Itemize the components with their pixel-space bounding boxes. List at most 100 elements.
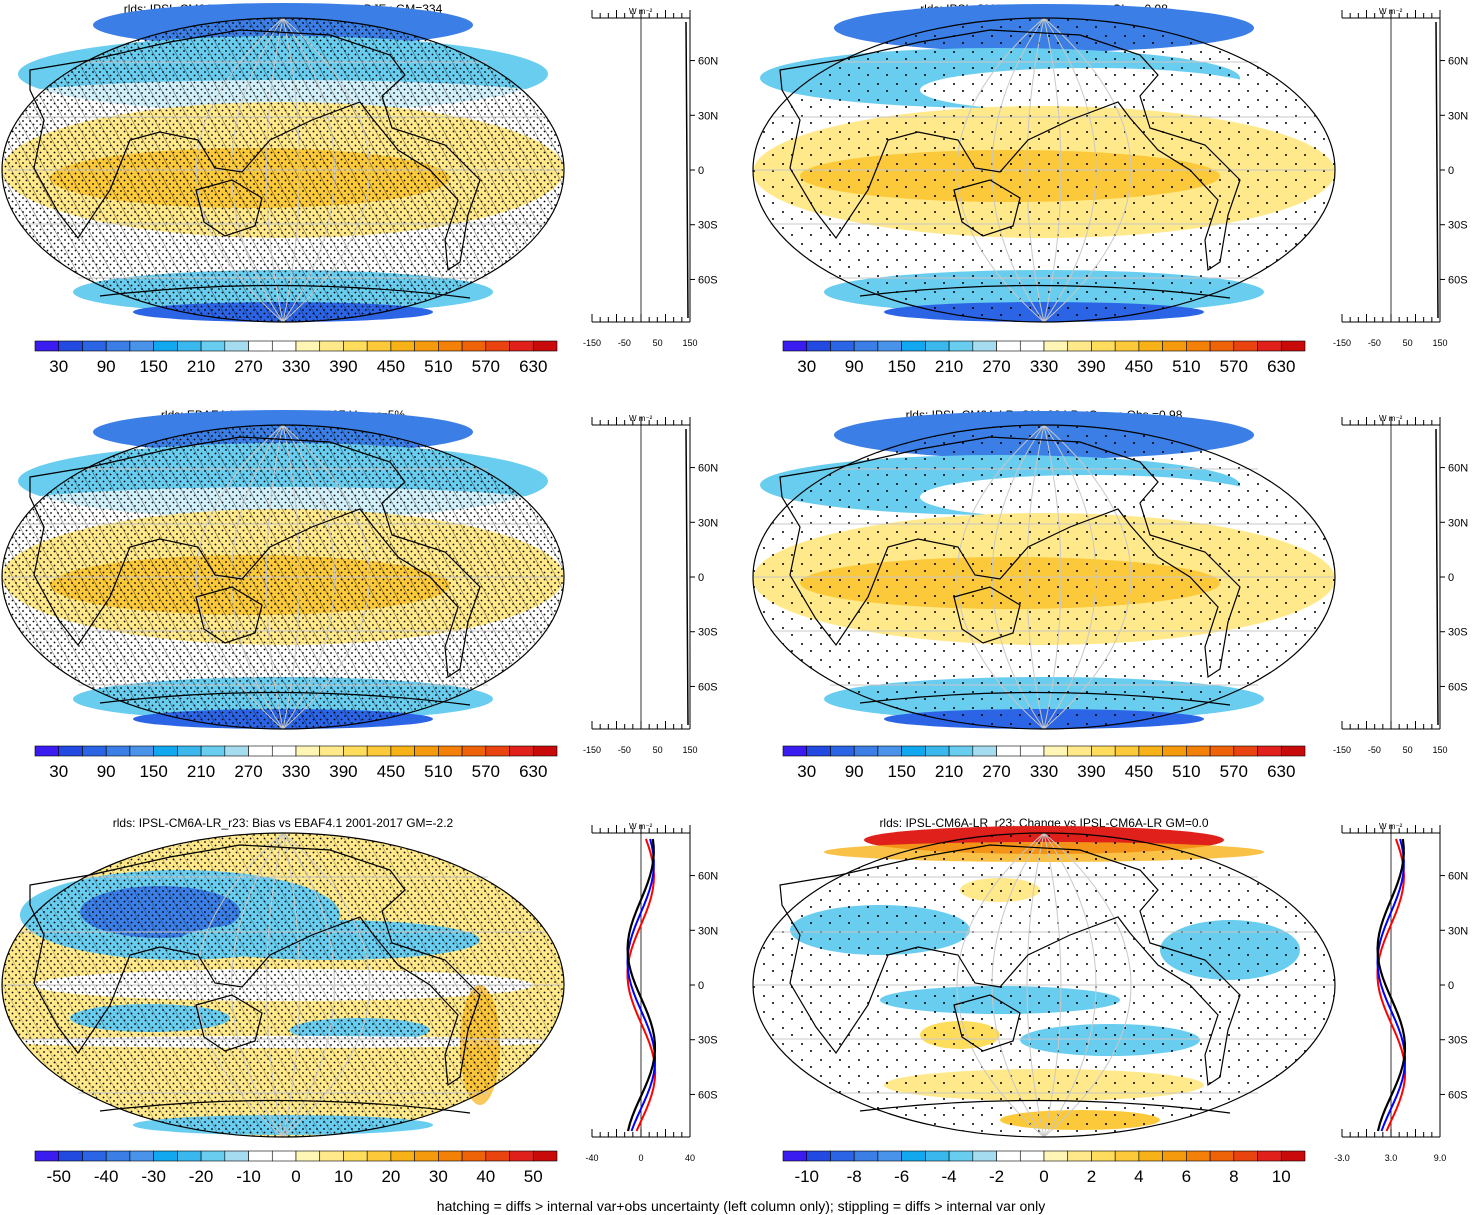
profile-unit-label: W m⁻²: [1379, 414, 1403, 423]
colorbar-swatch: [996, 340, 1021, 352]
colorbar-swatch: [485, 1150, 510, 1162]
colorbar-swatch: [782, 340, 808, 352]
profile-lat-tick-label: 30N: [698, 925, 718, 937]
colorbar-swatch: [1209, 340, 1235, 352]
colorbar-swatch: [105, 745, 131, 757]
profile-lat-tick-label: 30N: [1448, 925, 1468, 937]
colorbar-swatch: [532, 1150, 558, 1162]
colorbar-tick-label: 450: [1125, 762, 1153, 781]
profile-lat-tick-label: 0: [1448, 980, 1454, 992]
colorbar-swatch: [901, 1150, 926, 1162]
colorbar-swatch: [34, 745, 60, 757]
colorbar-swatch: [1019, 745, 1045, 757]
colorbar-swatch: [1067, 745, 1092, 757]
colorbar-tick-label: 210: [935, 357, 963, 376]
colorbar-swatch: [295, 1150, 321, 1162]
colorbar-swatch: [532, 340, 558, 352]
profile-x-tick-label: -50: [1368, 338, 1381, 348]
colorbar-swatch: [485, 745, 510, 757]
profile-lat-tick-label: 0: [698, 980, 704, 992]
colorbar-swatch: [948, 1150, 974, 1162]
colorbar-swatch: [1209, 1150, 1235, 1162]
colorbar-swatch: [153, 340, 178, 352]
panel-3-colorbar: 30 90 150 210 270 330 390 450 510 570 630: [34, 745, 558, 781]
colorbar-tick-label: -2: [989, 1167, 1004, 1186]
colorbar-swatch: [343, 745, 368, 757]
panel-5-map: [1, 832, 565, 1138]
profile-lat-tick-label: 30S: [1448, 220, 1468, 232]
colorbar-swatch: [830, 745, 855, 757]
colorbar-swatch: [129, 340, 154, 352]
colorbar-swatch: [438, 1150, 463, 1162]
profile-series-line: [1435, 21, 1439, 319]
colorbar-tick-label: 30: [797, 762, 816, 781]
panel-1-map: [0, 3, 573, 323]
colorbar-swatch: [343, 1150, 368, 1162]
colorbar-swatch: [366, 745, 392, 757]
panel-4-colorbar-labels: 30 90 150 210 270 330 390 450 510 570 630: [797, 762, 1295, 781]
panel-3-colorbar-blocks: [34, 745, 558, 757]
colorbar-tick-label: 210: [187, 762, 215, 781]
colorbar-tick-label: 30: [797, 357, 816, 376]
profile-lat-tick-label: 60N: [1448, 871, 1468, 883]
profile-series-line: [626, 838, 657, 1132]
profile-x-tick-label: -3.0: [1334, 1153, 1350, 1163]
colorbar-swatch: [177, 745, 202, 757]
colorbar-swatch: [901, 745, 926, 757]
colorbar-swatch: [295, 745, 321, 757]
panel-2-colorbar: 30 90 150 210 270 330 390 450 510 570 630: [782, 340, 1306, 376]
profile-x-tick-label: 150: [682, 745, 697, 755]
panel-2: rlds: IPSL-CM6A-LR_r23 PatCor vs Obs =0.…: [752, 2, 1468, 376]
colorbar-tick-label: -10: [794, 1167, 819, 1186]
panel-1-zonal-profile: W m⁻² 60N 30N 0 30S 60S -150 -50 50 150: [583, 7, 718, 348]
colorbar-swatch: [948, 745, 974, 757]
colorbar-swatch: [532, 745, 558, 757]
profile-x-tick-label: 150: [1432, 745, 1447, 755]
panel-4-zonal-profile: W m⁻² 60N 30N 0 30S 60S -150 -50 50 150: [1333, 414, 1468, 755]
colorbar-swatch: [996, 1150, 1021, 1162]
profile-unit-label: W m⁻²: [629, 822, 653, 831]
colorbar-tick-label: 270: [234, 357, 262, 376]
colorbar-swatch: [806, 340, 831, 352]
colorbar-tick-label: 10: [334, 1167, 353, 1186]
colorbar-swatch: [1091, 745, 1116, 757]
panel-4-colorbar: 30 90 150 210 270 330 390 450 510 570 630: [782, 745, 1306, 781]
colorbar-swatch: [1162, 340, 1187, 352]
profile-x-tick-label: 40: [685, 1153, 695, 1163]
colorbar-swatch: [1186, 340, 1211, 352]
colorbar-tick-label: 510: [1172, 357, 1200, 376]
profile-x-tick-label: -50: [1368, 745, 1381, 755]
colorbar-swatch: [925, 340, 950, 352]
colorbar-tick-label: 0: [1039, 1167, 1048, 1186]
colorbar-swatch: [830, 340, 855, 352]
colorbar-swatch: [1091, 340, 1116, 352]
colorbar-swatch: [153, 745, 178, 757]
colorbar-swatch: [877, 1150, 902, 1162]
colorbar-swatch: [509, 340, 534, 352]
panel-1-colorbar-labels: 30 90 150 210 270 330 390 450 510 570 630: [49, 357, 547, 376]
panel-4-colorbar-blocks: [782, 745, 1306, 757]
colorbar-tick-label: 150: [887, 762, 915, 781]
panel-2-zonal-profile: W m⁻² 60N 30N 0 30S 60S -150 -50 50 150: [1333, 7, 1468, 348]
colorbar-tick-label: -6: [894, 1167, 909, 1186]
colorbar-tick-label: 270: [234, 762, 262, 781]
colorbar-swatch: [877, 745, 902, 757]
colorbar-swatch: [509, 1150, 534, 1162]
colorbar-swatch: [853, 745, 879, 757]
colorbar-swatch: [901, 340, 926, 352]
colorbar-swatch: [105, 340, 131, 352]
colorbar-tick-label: 450: [377, 357, 405, 376]
colorbar-swatch: [271, 745, 297, 757]
colorbar-swatch: [200, 745, 226, 757]
profile-lat-tick-label: 60N: [698, 871, 718, 883]
colorbar-swatch: [390, 1150, 415, 1162]
colorbar-tick-label: 150: [139, 357, 167, 376]
colorbar-tick-label: 330: [282, 762, 310, 781]
profile-x-tick-label: -150: [1333, 745, 1351, 755]
colorbar-swatch: [248, 1150, 273, 1162]
colorbar-tick-label: 570: [1220, 762, 1248, 781]
colorbar-swatch: [177, 1150, 202, 1162]
colorbar-swatch: [271, 340, 297, 352]
colorbar-tick-label: 510: [424, 762, 452, 781]
